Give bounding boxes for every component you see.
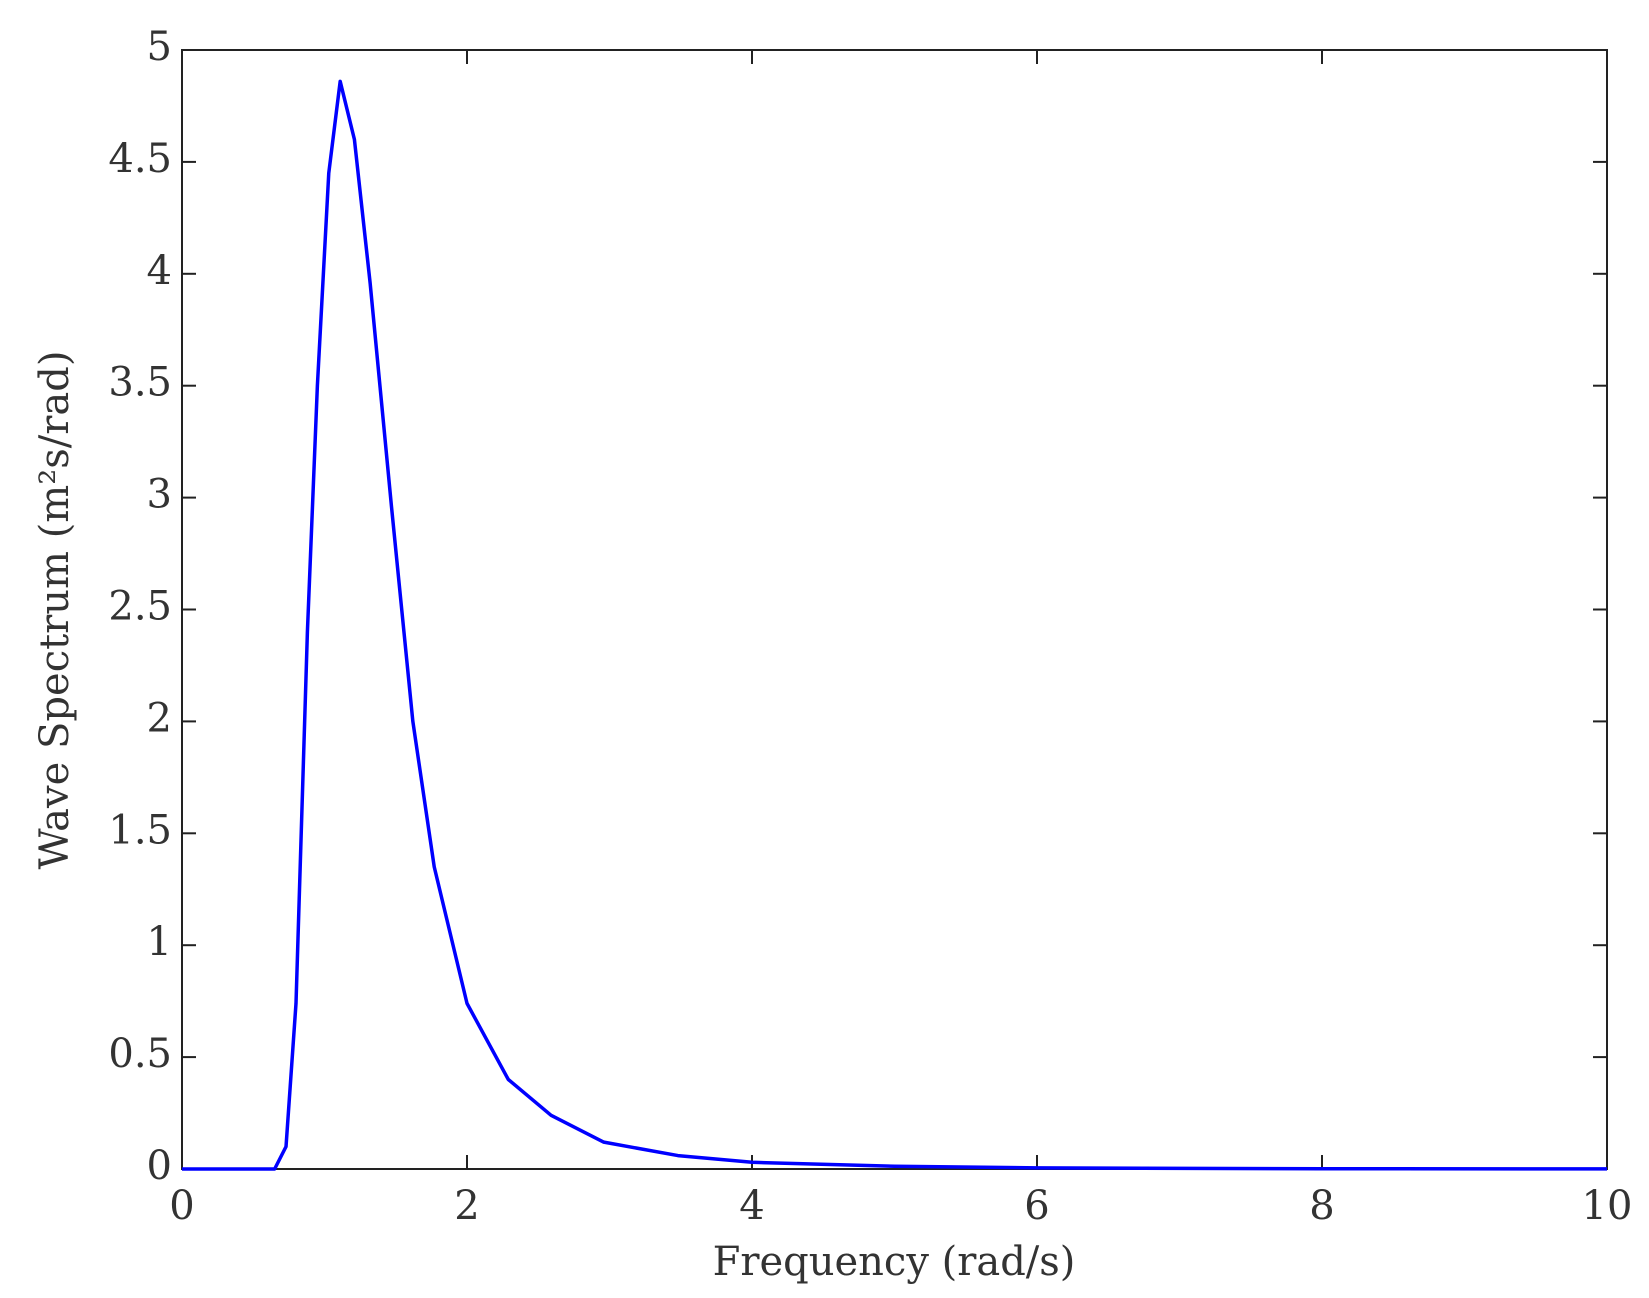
y-tick-label: 1 [147, 919, 172, 965]
x-tick-label: 6 [1024, 1183, 1049, 1229]
x-tick-label: 4 [739, 1183, 764, 1229]
x-tick-label: 2 [454, 1183, 479, 1229]
x-axis-label: Frequency (rad/s) [713, 1239, 1076, 1285]
x-tick-label: 0 [169, 1183, 194, 1229]
y-tick-label: 0 [147, 1143, 172, 1189]
y-axis-label: Wave Spectrum (m²s/rad) [32, 351, 78, 870]
y-tick-label: 2.5 [108, 584, 172, 630]
y-tick-label: 3 [147, 472, 172, 518]
y-tick-label: 3.5 [108, 360, 172, 406]
x-tick-label: 8 [1309, 1183, 1334, 1229]
x-tick-label: 10 [1582, 1183, 1633, 1229]
y-tick-label: 1.5 [108, 807, 172, 853]
y-tick-label: 2 [147, 695, 172, 741]
y-tick-label: 0.5 [108, 1031, 172, 1077]
y-tick-label: 4.5 [108, 136, 172, 182]
y-tick-label: 5 [147, 24, 172, 70]
y-tick-label: 4 [147, 248, 172, 294]
data-line [182, 79, 1608, 1171]
plot-frame [181, 49, 1608, 1170]
